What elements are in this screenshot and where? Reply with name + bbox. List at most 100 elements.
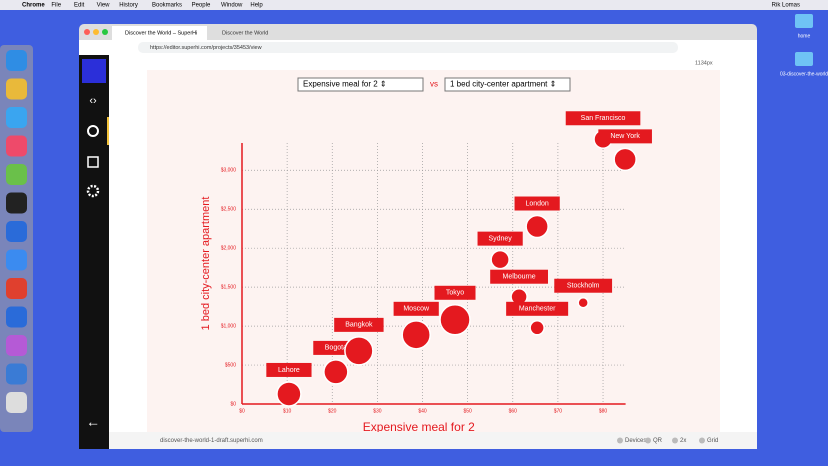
menu-item[interactable]: Bookmarks — [152, 3, 182, 9]
y-tick-label: $2,500 — [221, 207, 237, 213]
folder-icon[interactable] — [795, 52, 813, 66]
point-label: Melbourne — [503, 274, 536, 281]
app-icon[interactable] — [6, 164, 27, 185]
footer-buttons: Devices QR 2x Grid — [617, 437, 718, 444]
settings-icon[interactable] — [86, 184, 100, 198]
sidebar — [79, 55, 109, 449]
menu-item[interactable]: Chrome — [22, 3, 45, 9]
select-text[interactable]: Expensive meal for 2 ⇕ — [303, 80, 387, 89]
point-label: Moscow — [403, 306, 430, 313]
label-box — [334, 317, 384, 332]
footer-icon[interactable] — [672, 437, 678, 444]
bubble — [525, 214, 549, 239]
app-icon[interactable] — [6, 107, 27, 128]
point-label: London — [525, 200, 548, 207]
select[interactable] — [444, 77, 571, 92]
app-icon[interactable] — [6, 306, 27, 328]
bubble — [276, 381, 302, 407]
logo[interactable] — [82, 59, 106, 83]
point-label: San Francisco — [581, 115, 626, 122]
footer-button[interactable]: Grid — [707, 438, 718, 444]
app-icon[interactable] — [6, 335, 27, 356]
tab-title[interactable]: Discover the World – SuperHi — [125, 30, 197, 36]
point-label: Sydney — [488, 235, 512, 242]
label-box — [554, 278, 613, 293]
app-icon[interactable] — [6, 221, 27, 242]
folder-icon[interactable] — [795, 14, 813, 28]
x-tick-label: $70 — [554, 408, 563, 414]
app-icon[interactable] — [6, 249, 27, 271]
vs: vs — [430, 80, 438, 89]
point-label: Stockholm — [567, 283, 600, 290]
label-box — [514, 196, 560, 211]
point-label: Bangkok — [345, 322, 373, 329]
label-box — [506, 301, 569, 316]
x-tick-label: $60 — [509, 408, 518, 414]
share-icon[interactable] — [87, 156, 99, 168]
url[interactable]: https://editor.superhi.com/projects/3545… — [150, 45, 262, 51]
select-text[interactable]: 1 bed city-center apartment ⇕ — [450, 80, 556, 89]
bubble — [613, 147, 637, 172]
menu-item[interactable]: View — [97, 3, 111, 9]
x-tick-label: $10 — [283, 408, 292, 414]
app-icon[interactable] — [6, 135, 27, 157]
footer-url: discover-the-world-1-draft.superhi.com — [160, 438, 263, 444]
point-label: Manchester — [519, 306, 556, 313]
y-tick-label: $2,000 — [221, 246, 237, 252]
x-tick-label: $80 — [599, 408, 608, 414]
app-icon[interactable] — [6, 192, 27, 214]
menu-item[interactable]: Window — [221, 3, 243, 9]
minimize[interactable] — [93, 29, 99, 35]
y-axis-title: 1 bed city-center apartment — [200, 197, 212, 331]
footer-button[interactable]: QR — [653, 438, 663, 444]
tab-title[interactable]: Discover the World — [222, 30, 268, 36]
y-tick-label: $0 — [230, 401, 236, 407]
x-tick-label: $30 — [373, 408, 382, 414]
x-tick-label: $20 — [328, 408, 337, 414]
y-tick-label: $1,000 — [221, 323, 237, 329]
icon-label[interactable]: 03-discover-the-world — [780, 71, 828, 77]
width-label: 1134px — [695, 60, 713, 66]
menu-item[interactable]: History — [119, 3, 138, 9]
x-axis-title: Expensive meal for 2 — [363, 420, 475, 434]
bubble — [439, 304, 471, 336]
back-icon[interactable]: ← — [86, 414, 100, 430]
tab-active[interactable] — [112, 26, 207, 40]
app-icon[interactable] — [6, 50, 27, 71]
active-indicator — [107, 117, 109, 145]
code-icon[interactable]: ‹› — [89, 95, 97, 107]
point-label: Lahore — [278, 367, 300, 374]
label-box — [598, 129, 652, 144]
menu-item[interactable]: Help — [250, 3, 263, 9]
y-tick-label: $500 — [225, 362, 236, 368]
footer-button[interactable]: Devices — [625, 438, 646, 444]
footer-button[interactable]: 2x — [680, 438, 686, 444]
x-tick-label: $40 — [418, 408, 427, 414]
bubble — [401, 320, 431, 350]
app-icon[interactable] — [6, 278, 27, 299]
icon-label[interactable]: home — [798, 33, 811, 39]
footer-icon[interactable] — [645, 437, 651, 444]
menu-item[interactable]: Edit — [74, 3, 85, 9]
close[interactable] — [84, 29, 90, 35]
view-icon[interactable] — [87, 125, 99, 137]
app-icon[interactable] — [6, 363, 27, 385]
bubble — [490, 249, 510, 270]
omnibox[interactable] — [138, 42, 678, 53]
select[interactable] — [297, 77, 424, 92]
menubar — [0, 0, 828, 10]
zoom[interactable] — [102, 29, 108, 35]
footer — [109, 432, 757, 449]
footer-icon[interactable] — [617, 437, 623, 444]
y-tick-label: $3,000 — [221, 168, 237, 174]
app-icon[interactable] — [6, 392, 27, 413]
menu-item[interactable]: People — [192, 3, 211, 9]
y-tick-label: $1,500 — [221, 284, 237, 290]
x-tick-label: $50 — [463, 408, 472, 414]
footer-icon[interactable] — [699, 437, 705, 444]
plot: $0 $500 $1,000 $1,500 $2,000 $2,500 $3,000 $0 $1… — [200, 111, 652, 434]
app-icon[interactable] — [6, 78, 27, 100]
bubble — [344, 336, 374, 366]
menu-item[interactable]: File — [51, 3, 61, 9]
label-box — [477, 231, 523, 246]
